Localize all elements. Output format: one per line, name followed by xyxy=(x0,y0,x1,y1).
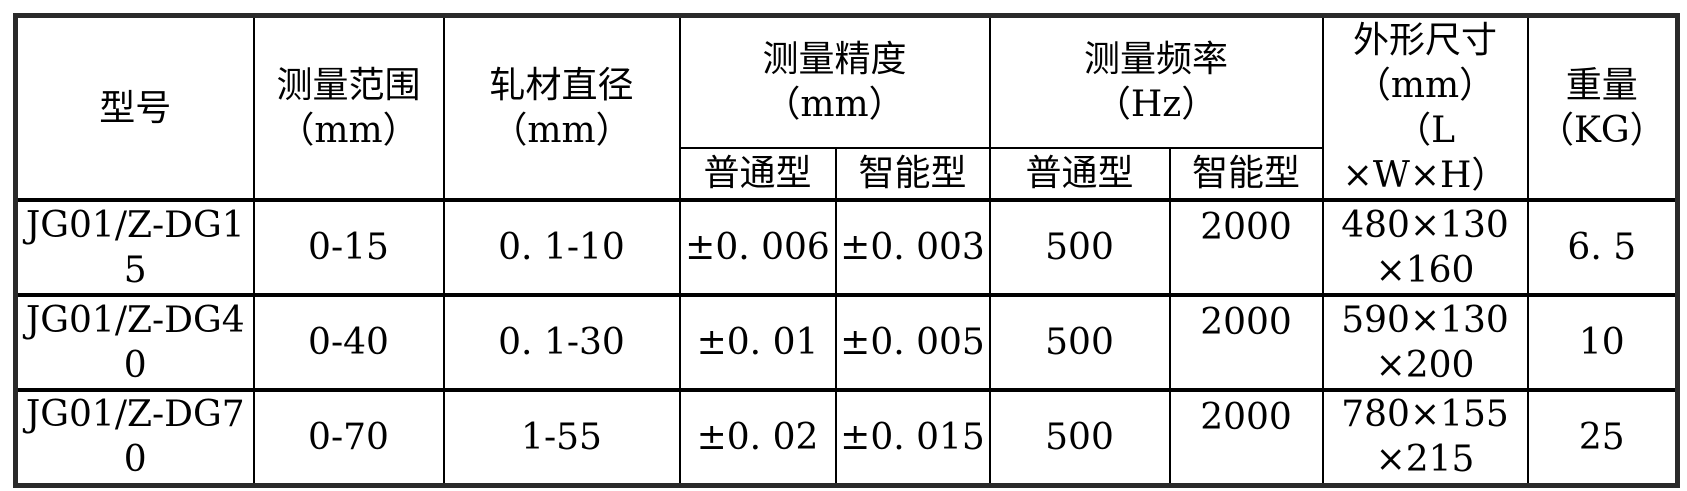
header-measure-accuracy: 测量精度 （mm） xyxy=(678,14,991,149)
table-row: JG01/Z-DG1 5 0-15 0. 1-10 ±0. 006 ±0. 00… xyxy=(14,198,1679,296)
table-row: JG01/Z-DG7 0 0-70 1-55 ±0. 02 ±0. 015 50… xyxy=(14,388,1679,486)
cell-accuracy-smart: ±0. 003 xyxy=(834,198,991,296)
product-spec-table: 型号 测量范围 （mm） 轧材直径 （mm） 测量精度 （mm） 测量频率 （H… xyxy=(13,13,1681,488)
cell-frequency-standard: 500 xyxy=(988,198,1171,296)
cell-accuracy-standard: ±0. 01 xyxy=(678,293,837,391)
cell-weight: 6. 5 xyxy=(1526,198,1679,296)
cell-frequency-smart: 2000 xyxy=(1168,293,1324,391)
cell-measure-range: 0-40 xyxy=(252,293,445,391)
table-row: JG01/Z-DG4 0 0-40 0. 1-30 ±0. 01 ±0. 005… xyxy=(14,293,1679,391)
cell-frequency-standard: 500 xyxy=(988,293,1171,391)
cell-rolled-diameter: 0. 1-30 xyxy=(442,293,681,391)
cell-weight: 25 xyxy=(1526,388,1679,486)
cell-frequency-smart: 2000 xyxy=(1168,388,1324,486)
header-row-sub: 普通型 智能型 普通型 智能型 xyxy=(16,146,1678,202)
cell-outline-dimensions: 480×130 ×160 xyxy=(1321,198,1529,296)
header-model: 型号 xyxy=(14,14,255,201)
header-measure-range: 测量范围 （mm） xyxy=(252,14,445,201)
cell-accuracy-standard: ±0. 006 xyxy=(678,198,837,296)
header-rolled-diameter: 轧材直径 （mm） xyxy=(442,14,681,201)
cell-accuracy-smart: ±0. 005 xyxy=(834,293,991,391)
cell-measure-range: 0-70 xyxy=(252,388,445,486)
cell-model: JG01/Z-DG4 0 xyxy=(14,293,255,391)
subheader-accuracy-smart: 智能型 xyxy=(834,146,991,202)
cell-rolled-diameter: 1-55 xyxy=(442,388,681,486)
cell-model: JG01/Z-DG7 0 xyxy=(14,388,255,486)
subheader-frequency-standard: 普通型 xyxy=(988,146,1171,202)
header-measure-frequency: 测量频率 （Hz） xyxy=(988,14,1324,149)
cell-rolled-diameter: 0. 1-10 xyxy=(442,198,681,296)
cell-accuracy-standard: ±0. 02 xyxy=(678,388,837,486)
subheader-frequency-smart: 智能型 xyxy=(1168,146,1324,202)
header-outline-dimensions: 外形尺寸 （mm） （L ×W×H） xyxy=(1321,14,1529,201)
cell-measure-range: 0-15 xyxy=(252,198,445,296)
cell-weight: 10 xyxy=(1526,293,1679,391)
cell-outline-dimensions: 590×130 ×200 xyxy=(1321,293,1529,391)
cell-frequency-standard: 500 xyxy=(988,388,1171,486)
subheader-accuracy-standard: 普通型 xyxy=(678,146,837,202)
cell-accuracy-smart: ±0. 015 xyxy=(834,388,991,486)
header-row-main: 型号 测量范围 （mm） 轧材直径 （mm） 测量精度 （mm） 测量频率 （H… xyxy=(14,14,1679,201)
header-weight: 重量 （KG） xyxy=(1526,14,1679,201)
cell-frequency-smart: 2000 xyxy=(1168,198,1324,296)
cell-outline-dimensions: 780×155 ×215 xyxy=(1321,388,1529,486)
cell-model: JG01/Z-DG1 5 xyxy=(14,198,255,296)
